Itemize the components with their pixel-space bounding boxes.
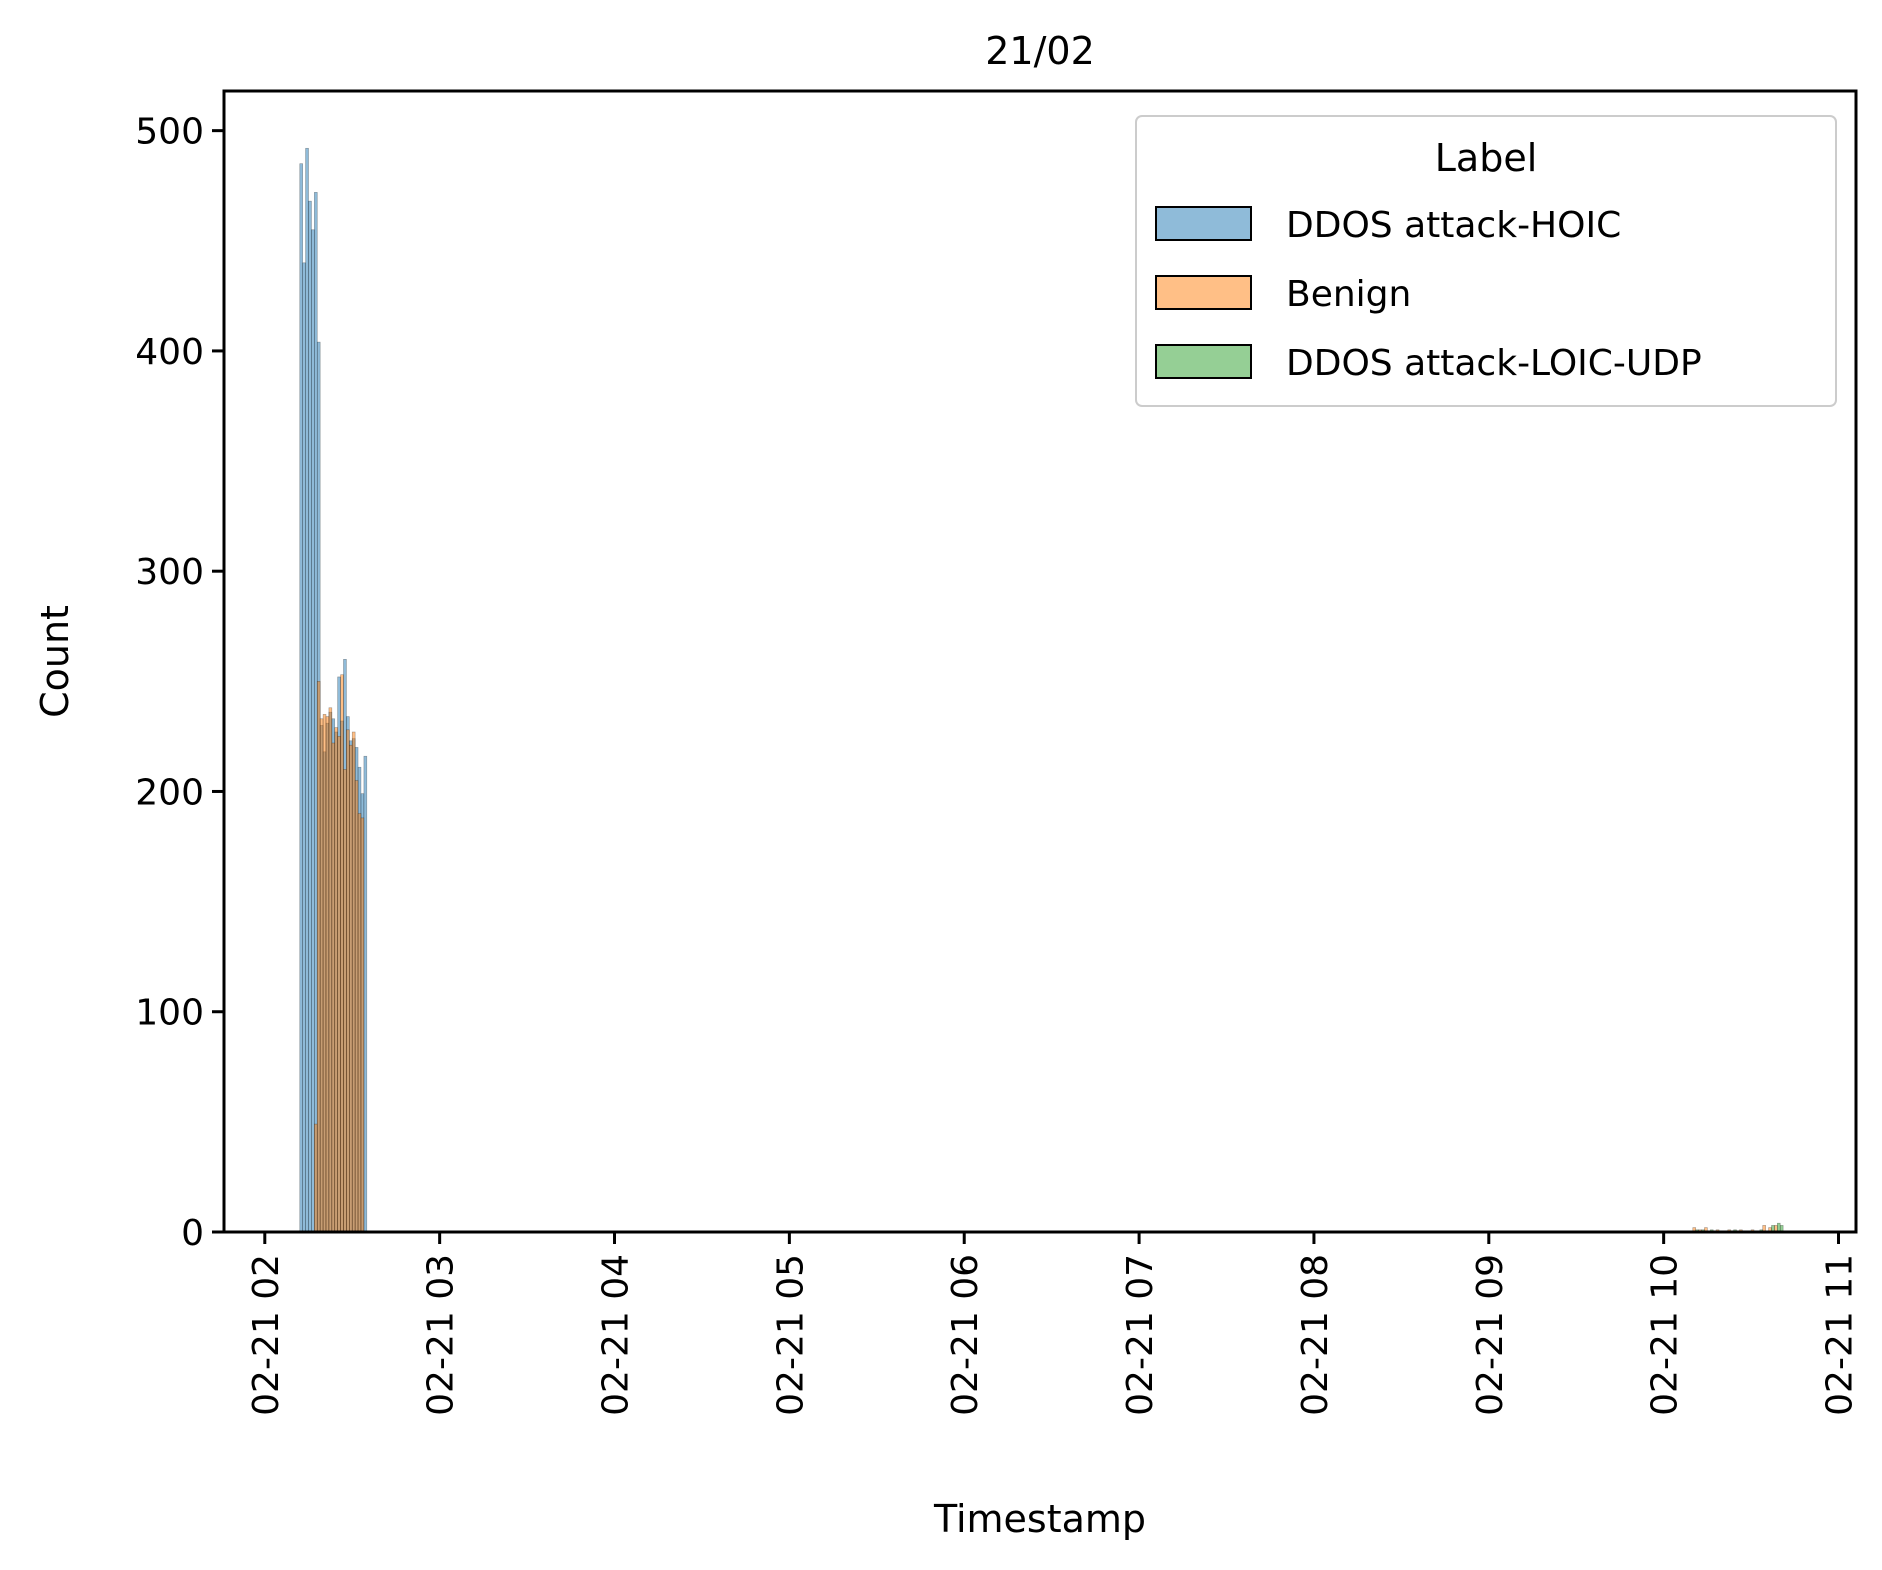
y-tick-label: 0 <box>181 1213 204 1254</box>
legend-swatch <box>1155 206 1252 241</box>
histogram-bar <box>343 769 347 1233</box>
histogram-bar <box>322 714 327 1233</box>
legend-items: DDOS attack-HOIC Benign DDOS attack-LOIC-U… <box>1155 205 1702 384</box>
x-axis-ticks: 02-21 02 02-21 03 02-21 04 02-21 05 02-21 06… <box>246 1232 1861 1416</box>
y-tick-label: 500 <box>135 112 204 153</box>
legend-title: Label <box>1435 136 1538 180</box>
legend-box <box>1135 115 1837 407</box>
histogram-bar <box>305 147 309 1233</box>
y-tick-label: 300 <box>135 552 204 593</box>
x-tick-label: 02-21 11 <box>1820 1254 1861 1416</box>
histogram-bar <box>346 729 350 1233</box>
histogram-bar <box>349 744 353 1233</box>
legend-label: DDOS attack-HOIC <box>1286 205 1621 246</box>
histogram-bar <box>319 718 324 1233</box>
histogram-bar <box>340 674 344 1233</box>
y-tick-label: 100 <box>135 993 204 1034</box>
x-tick-label: 02-21 06 <box>945 1254 986 1416</box>
x-tick-label: 02-21 10 <box>1645 1254 1686 1416</box>
histogram-bar <box>314 192 318 1233</box>
legend-entry: Benign <box>1155 274 1411 315</box>
x-axis-label: Timestamp <box>933 1497 1146 1541</box>
histogram-bar <box>328 707 333 1233</box>
histogram-bar <box>308 200 312 1233</box>
legend-label: Benign <box>1286 274 1411 315</box>
histogram-bar <box>311 229 315 1233</box>
histogram-bar <box>314 1123 318 1233</box>
x-tick-label: 02-21 02 <box>246 1254 287 1416</box>
histogram-bar <box>354 780 359 1233</box>
legend-entry: DDOS attack-HOIC <box>1155 205 1621 246</box>
x-tick-label: 02-21 05 <box>770 1254 811 1416</box>
histogram-bar <box>357 813 362 1233</box>
legend-entry: DDOS attack-LOIC-UDP <box>1155 343 1702 384</box>
x-tick-label: 02-21 04 <box>596 1254 637 1416</box>
y-axis-ticks: 0 100 200 300 400 500 <box>135 112 224 1254</box>
histogram-bar <box>325 716 330 1233</box>
histogram-bar <box>334 727 338 1233</box>
histogram-bar <box>363 755 368 1233</box>
y-tick-label: 400 <box>135 332 204 373</box>
legend-swatch <box>1155 275 1252 310</box>
chart-title: 21/02 <box>985 29 1095 73</box>
x-tick-label: 02-21 09 <box>1470 1254 1511 1416</box>
histogram-bar <box>302 262 306 1233</box>
histogram-bar <box>351 731 356 1233</box>
y-axis-label: Count <box>33 605 77 718</box>
x-tick-label: 02-21 08 <box>1295 1254 1336 1416</box>
legend-label: DDOS attack-LOIC-UDP <box>1286 343 1702 384</box>
x-tick-label: 02-21 03 <box>421 1254 462 1416</box>
histogram-bar <box>331 742 336 1233</box>
series-benign <box>314 674 1778 1233</box>
y-tick-label: 200 <box>135 772 204 813</box>
x-tick-label: 02-21 07 <box>1120 1254 1161 1416</box>
histogram-bar <box>299 163 303 1233</box>
legend-swatch <box>1155 344 1252 379</box>
plot-frame <box>222 89 1858 1234</box>
histogram-bar <box>360 817 365 1233</box>
histogram-bar <box>316 681 321 1233</box>
histogram-bars <box>299 147 1784 1233</box>
histogram-bar <box>337 736 341 1233</box>
